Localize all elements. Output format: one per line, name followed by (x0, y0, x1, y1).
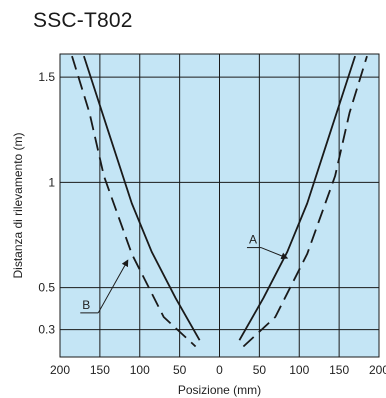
y-tick-label: 0.3 (38, 323, 55, 337)
x-axis-label: Posizione (mm) (178, 383, 261, 397)
series-b-line-left (71, 55, 197, 348)
series-layer (71, 55, 368, 348)
series-a-line-right (238, 55, 356, 341)
series-b-line-right (242, 55, 368, 348)
y-tick-label: 1 (48, 175, 55, 189)
series-b-label: B (82, 298, 90, 312)
x-tick-label: 100 (289, 363, 309, 377)
series-annotations: AB (80, 233, 289, 314)
y-tick-labels: 0.3 0.5 1 1.5 (38, 70, 55, 337)
x-tick-label: 200 (50, 363, 70, 377)
x-tick-label: 50 (173, 363, 187, 377)
x-tick-labels: 200 150 100 50 0 50 100 150 200 (50, 363, 386, 377)
plot-area (59, 53, 380, 358)
series-a-label: A (249, 233, 257, 247)
x-tick-label: 200 (369, 363, 386, 377)
series-a-line-left (83, 55, 201, 341)
x-tick-label: 150 (90, 363, 110, 377)
x-tick-label: 0 (216, 363, 223, 377)
x-tick-label: 100 (130, 363, 150, 377)
y-axis-label: Distanza di rilevamento (m) (11, 132, 25, 278)
plot-frame (59, 53, 380, 358)
series-a-leader (260, 247, 289, 260)
x-tick-label: 50 (253, 363, 267, 377)
chart-title: SSC-T802 (33, 9, 133, 32)
series-b-leader (97, 259, 129, 314)
y-tick-label: 1.5 (38, 70, 55, 84)
x-tick-label: 150 (329, 363, 349, 377)
y-tick-label: 0.5 (38, 281, 55, 295)
